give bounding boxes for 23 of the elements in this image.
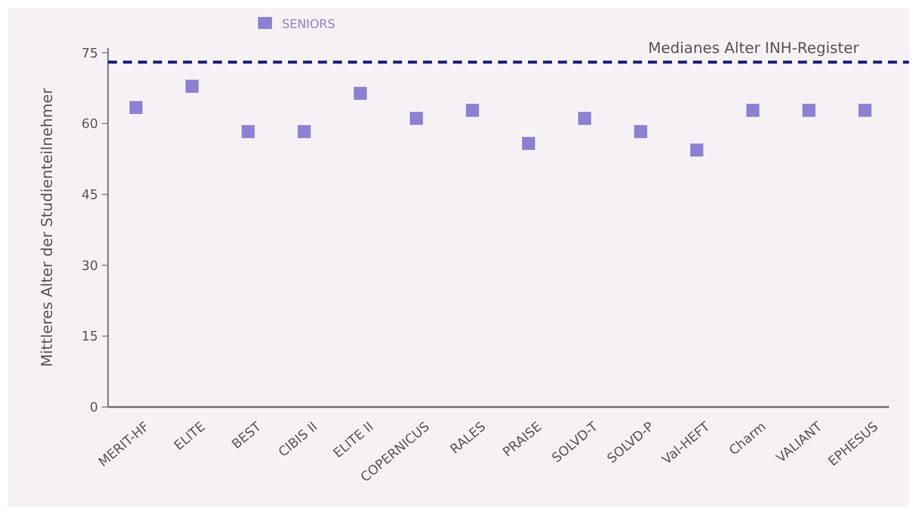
y-tick-label: 0 xyxy=(90,400,98,416)
y-tick-label: 45 xyxy=(81,188,98,203)
point xyxy=(802,104,816,117)
y-tick-label: 30 xyxy=(81,258,98,274)
y-tick-label: 75 xyxy=(81,46,98,62)
point xyxy=(466,104,479,117)
point xyxy=(242,125,255,138)
point xyxy=(858,104,872,117)
point xyxy=(354,86,367,100)
point xyxy=(298,125,311,138)
point xyxy=(130,101,142,114)
y-axis-title: Mittleres Alter der Studienteilnehmer xyxy=(38,87,56,368)
legend-label: SENIORS xyxy=(282,17,336,32)
y-tick-label: 60 xyxy=(81,117,98,132)
point xyxy=(634,125,648,138)
point xyxy=(186,80,199,93)
point xyxy=(690,144,704,157)
y-tick-label: 15 xyxy=(81,330,98,345)
ref-line-label: Medianes Alter INH-Register xyxy=(648,39,860,58)
point xyxy=(522,136,536,150)
point xyxy=(578,112,592,125)
point xyxy=(746,104,760,117)
point xyxy=(410,112,423,125)
